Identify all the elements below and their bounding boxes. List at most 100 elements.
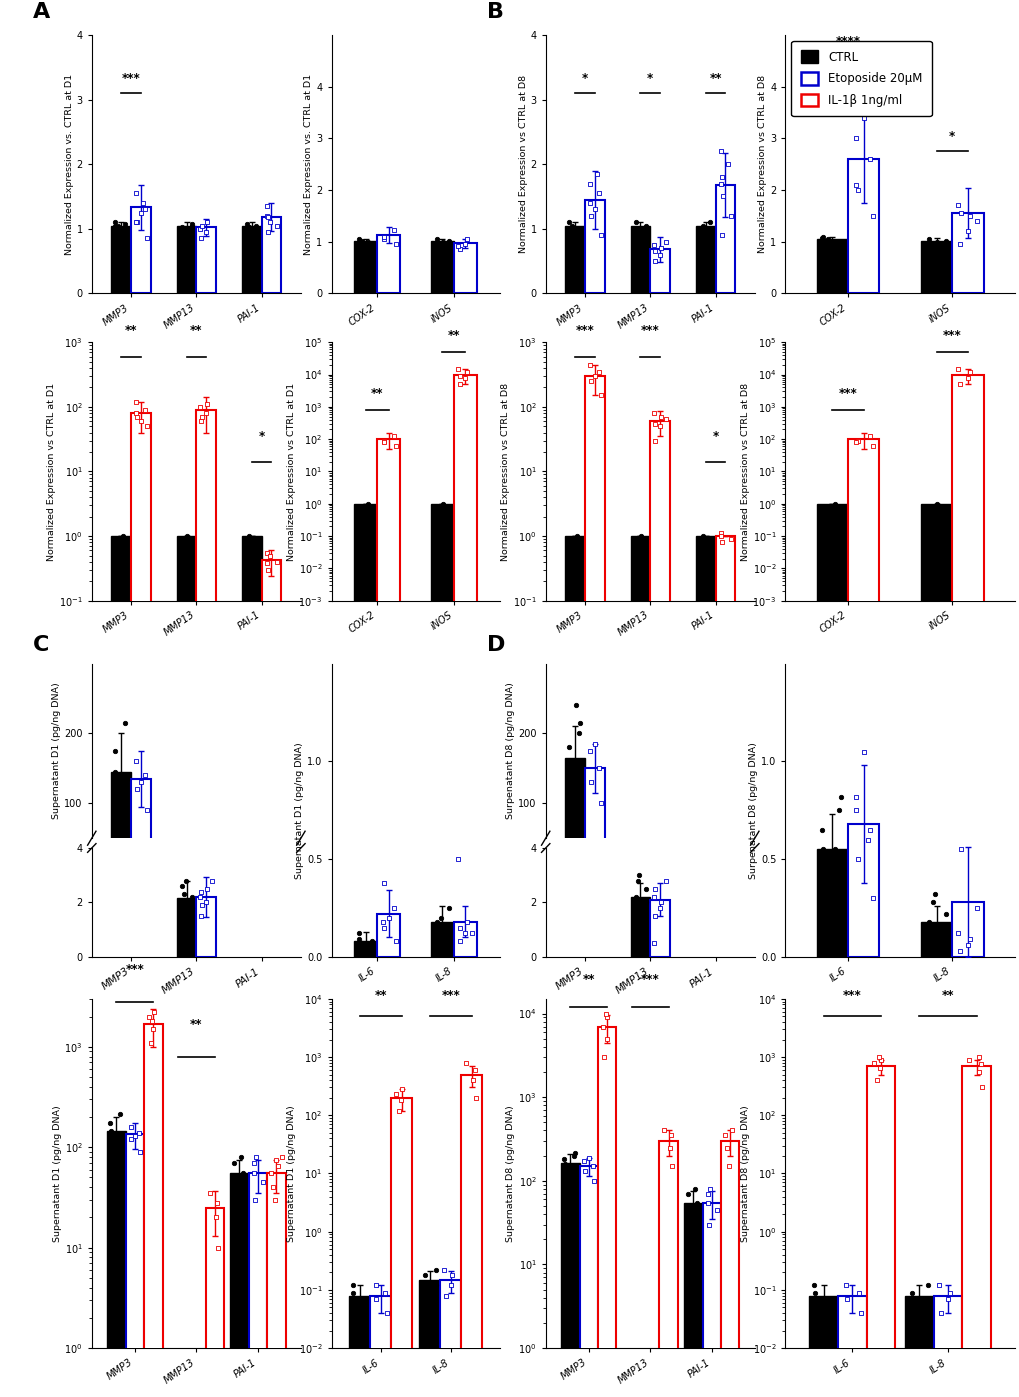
Point bbox=[110, 1136, 126, 1158]
Point bbox=[700, 1214, 716, 1236]
Point bbox=[592, 384, 608, 407]
Point bbox=[259, 542, 275, 564]
Point bbox=[431, 915, 447, 937]
Bar bbox=[130, 207, 151, 293]
Bar bbox=[377, 439, 400, 1397]
Point bbox=[920, 228, 936, 250]
Point bbox=[596, 1046, 612, 1069]
Text: ***: *** bbox=[838, 387, 857, 401]
Bar bbox=[584, 376, 604, 1397]
Point bbox=[719, 1155, 736, 1178]
Bar bbox=[650, 422, 669, 1397]
Bar bbox=[453, 374, 477, 1397]
Point bbox=[560, 211, 577, 233]
Point bbox=[259, 196, 275, 218]
Point bbox=[949, 358, 965, 380]
Point bbox=[115, 792, 131, 814]
Point bbox=[849, 429, 865, 451]
Point bbox=[451, 930, 468, 953]
Point bbox=[128, 405, 145, 427]
Bar bbox=[816, 504, 847, 1397]
Point bbox=[712, 140, 729, 162]
Y-axis label: Surpenatant D8 (pg/ng DNA): Surpenatant D8 (pg/ng DNA) bbox=[749, 742, 757, 879]
Text: ***: *** bbox=[125, 963, 144, 977]
Bar bbox=[370, 1295, 390, 1397]
Point bbox=[826, 493, 843, 515]
Point bbox=[682, 1199, 698, 1221]
Point bbox=[959, 935, 975, 957]
Point bbox=[569, 218, 585, 240]
Point bbox=[592, 792, 608, 814]
Point bbox=[193, 880, 209, 902]
Y-axis label: Supernatant D8 (pg/ng DNA): Supernatant D8 (pg/ng DNA) bbox=[505, 1105, 515, 1242]
Y-axis label: Normalized Expression vs CTRL at D8: Normalized Expression vs CTRL at D8 bbox=[740, 383, 749, 560]
Bar bbox=[176, 225, 196, 293]
Point bbox=[248, 1146, 264, 1168]
Bar bbox=[695, 536, 715, 1397]
Point bbox=[652, 237, 668, 260]
Bar bbox=[461, 1074, 482, 1397]
Point bbox=[360, 937, 376, 960]
Point bbox=[240, 525, 257, 548]
Point bbox=[128, 211, 145, 233]
Bar bbox=[431, 504, 453, 1397]
Point bbox=[178, 891, 195, 914]
Bar bbox=[961, 1066, 990, 1397]
Bar bbox=[176, 898, 196, 957]
Point bbox=[127, 211, 144, 233]
Point bbox=[209, 1192, 225, 1214]
Bar bbox=[130, 414, 151, 1397]
Point bbox=[123, 1129, 140, 1151]
Text: **: ** bbox=[708, 73, 721, 85]
Point bbox=[582, 172, 598, 194]
Point bbox=[128, 391, 145, 414]
Point bbox=[825, 838, 842, 861]
Bar bbox=[111, 225, 130, 293]
Point bbox=[175, 883, 192, 905]
Point bbox=[457, 366, 473, 388]
Bar bbox=[630, 536, 650, 1397]
Bar bbox=[107, 1132, 125, 1397]
Point bbox=[818, 868, 835, 890]
Point bbox=[465, 1069, 481, 1091]
Point bbox=[263, 1162, 279, 1185]
Point bbox=[351, 928, 367, 950]
Point bbox=[344, 1281, 361, 1303]
Point bbox=[427, 1259, 443, 1281]
Point bbox=[434, 930, 450, 953]
Point bbox=[457, 233, 473, 256]
Point bbox=[387, 233, 404, 256]
Y-axis label: Supernatant D1 (pg/ng DNA): Supernatant D1 (pg/ng DNA) bbox=[296, 742, 304, 879]
Y-axis label: Normalized Expression vs CTRL at D8: Normalized Expression vs CTRL at D8 bbox=[518, 75, 527, 253]
Point bbox=[194, 214, 210, 236]
Point bbox=[184, 897, 201, 919]
Y-axis label: Supernatant D1 (pg/ng DNA): Supernatant D1 (pg/ng DNA) bbox=[286, 1105, 296, 1242]
Point bbox=[560, 750, 577, 773]
Point bbox=[632, 525, 648, 548]
Point bbox=[586, 198, 602, 221]
Point bbox=[864, 887, 880, 909]
Point bbox=[393, 1078, 410, 1101]
Point bbox=[199, 877, 215, 900]
Point bbox=[569, 778, 585, 800]
Point bbox=[354, 932, 370, 954]
Point bbox=[712, 522, 729, 545]
Point bbox=[652, 405, 668, 427]
Point bbox=[826, 231, 843, 253]
Point bbox=[855, 106, 871, 129]
Point bbox=[723, 1119, 740, 1141]
Point bbox=[128, 182, 145, 204]
Bar bbox=[262, 217, 281, 293]
Text: **: ** bbox=[371, 387, 383, 401]
Point bbox=[712, 525, 729, 548]
Point bbox=[961, 204, 977, 226]
Point bbox=[270, 1155, 286, 1178]
Text: **: ** bbox=[447, 330, 460, 342]
Point bbox=[959, 221, 975, 243]
Point bbox=[680, 1183, 696, 1206]
Point bbox=[376, 228, 392, 250]
Point bbox=[961, 360, 977, 383]
Point bbox=[210, 1236, 226, 1259]
Point bbox=[663, 1155, 680, 1178]
Point bbox=[627, 886, 643, 908]
